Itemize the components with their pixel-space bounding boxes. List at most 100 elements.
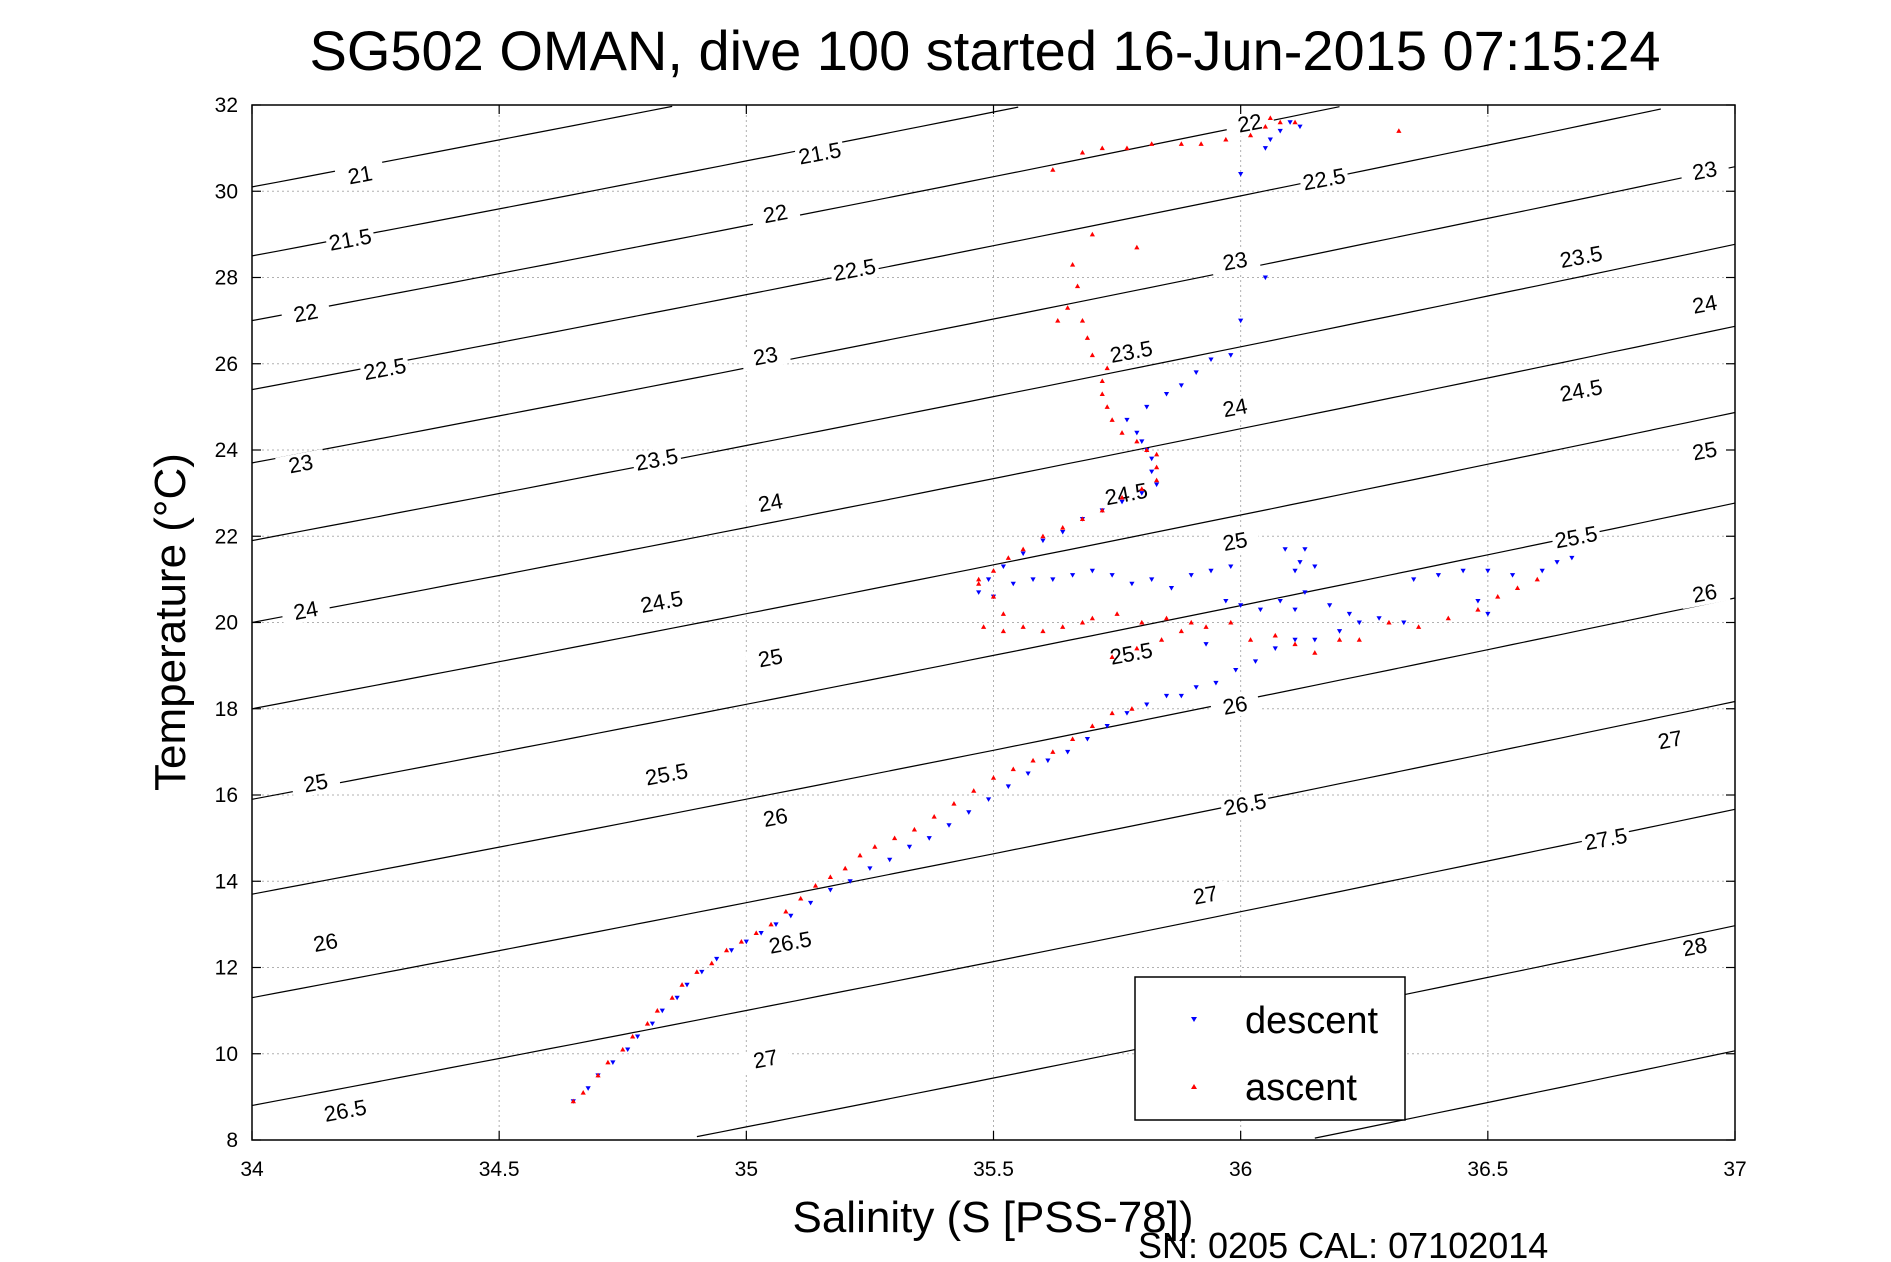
contour-label-bg xyxy=(299,927,352,959)
descent-point xyxy=(887,857,893,863)
contour-label: 24 xyxy=(1221,393,1250,422)
contour-label-bg xyxy=(1105,638,1157,670)
ascent-point xyxy=(872,844,878,849)
ascent-point xyxy=(812,882,819,888)
descent-point xyxy=(1297,124,1303,130)
descent-point xyxy=(1178,693,1184,699)
contour-label-bg xyxy=(1224,108,1276,139)
descent-point xyxy=(699,969,705,975)
descent-point xyxy=(1124,417,1130,423)
ascent-point xyxy=(1050,749,1056,754)
contour-label: 26 xyxy=(311,928,340,957)
ascent-point xyxy=(1277,119,1283,125)
ascent-point xyxy=(1475,606,1481,612)
ascent-point xyxy=(1158,637,1165,642)
descent-point xyxy=(743,939,749,945)
ascent-point xyxy=(1030,757,1036,763)
ascent-point xyxy=(1262,123,1268,129)
contour-label-bg xyxy=(324,224,376,256)
descent-point xyxy=(788,913,794,919)
contour-label-bg xyxy=(1209,246,1261,277)
y-tick-label: 14 xyxy=(215,870,239,893)
descent-point xyxy=(1149,456,1155,462)
descent-point xyxy=(1188,573,1194,578)
descent-point xyxy=(966,810,972,815)
y-tick-label: 24 xyxy=(215,439,239,462)
legend-ascent-label: ascent xyxy=(1245,1067,1357,1109)
isopycnal-22.5 xyxy=(251,108,1661,391)
contour-label: 22 xyxy=(291,298,320,327)
contour-label-bg xyxy=(1550,522,1602,553)
ascent-point xyxy=(827,874,833,879)
ascent-point xyxy=(1079,619,1086,625)
descent-point xyxy=(1139,491,1145,496)
y-axis-label: Temperature (°C) xyxy=(146,453,195,791)
contour-label: 21.5 xyxy=(796,137,843,170)
contour-label-bg xyxy=(1644,725,1696,756)
contour-label: 26.5 xyxy=(1222,788,1269,821)
descent-point xyxy=(1292,568,1298,574)
y-tick-label: 30 xyxy=(215,180,238,203)
legend-ascent-marker xyxy=(1191,1084,1197,1089)
descent-point xyxy=(1297,560,1303,565)
contour-label: 23 xyxy=(751,341,780,370)
ascent-point xyxy=(1000,611,1006,616)
descent-point xyxy=(1292,607,1298,613)
ascent-point xyxy=(1134,645,1140,651)
ascent-point xyxy=(694,969,700,974)
ascent-point xyxy=(931,813,937,819)
ascent-point xyxy=(951,801,957,806)
ascent-point xyxy=(1247,132,1254,138)
grid-lines xyxy=(252,105,1735,1140)
ascent-point xyxy=(595,1072,601,1078)
descent-point xyxy=(728,948,735,953)
descent-point xyxy=(659,1008,665,1014)
descent-point xyxy=(946,823,952,828)
ascent-point xyxy=(1203,624,1209,629)
contour-label: 25 xyxy=(756,643,785,672)
descent-point xyxy=(1539,568,1545,574)
ascent-point xyxy=(1099,391,1105,396)
ascent-point xyxy=(1040,533,1046,539)
ascent-point xyxy=(1099,378,1105,383)
descent-point xyxy=(1238,172,1244,177)
contour-label-bg xyxy=(1209,526,1261,558)
ascent-point xyxy=(1109,654,1115,659)
y-tick-label: 12 xyxy=(215,957,238,980)
ascent-point xyxy=(1000,628,1006,634)
descent-point xyxy=(1030,577,1036,582)
contour-label: 26.5 xyxy=(767,926,814,959)
ascent-point xyxy=(1099,145,1105,151)
ascent-point xyxy=(798,895,804,901)
contour-label: 26 xyxy=(1690,579,1719,608)
ascent-point xyxy=(620,1046,626,1052)
descent-point xyxy=(1005,784,1011,789)
descent-point xyxy=(1262,275,1268,281)
contour-label: 26 xyxy=(1221,691,1250,720)
descent-point xyxy=(1267,137,1273,143)
descent-point xyxy=(1401,620,1407,626)
ascent-point xyxy=(1272,632,1278,638)
ascent-point xyxy=(1149,141,1155,146)
x-tick-label: 36.5 xyxy=(1467,1158,1508,1181)
contour-label: 27 xyxy=(1191,881,1220,910)
contour-label: 24 xyxy=(756,488,785,517)
descent-point xyxy=(1282,547,1288,552)
contour-label: 22 xyxy=(1236,109,1265,138)
descent-point xyxy=(1104,724,1110,729)
contour-label-bg xyxy=(1100,479,1153,510)
contour-label: 21 xyxy=(346,160,375,189)
descent-point xyxy=(1065,749,1071,755)
ascent-point xyxy=(976,581,982,586)
contour-label-bg xyxy=(280,595,332,627)
descent-point xyxy=(1213,680,1219,686)
contour-label-bg xyxy=(1105,336,1157,368)
contour-label: 23 xyxy=(286,449,315,478)
contour-label-bg xyxy=(1298,164,1350,195)
descent-point xyxy=(1223,598,1229,604)
descent-point xyxy=(1134,430,1140,436)
ascent-point xyxy=(1119,430,1125,435)
descent-point xyxy=(1149,577,1155,582)
descent-point xyxy=(985,797,992,802)
